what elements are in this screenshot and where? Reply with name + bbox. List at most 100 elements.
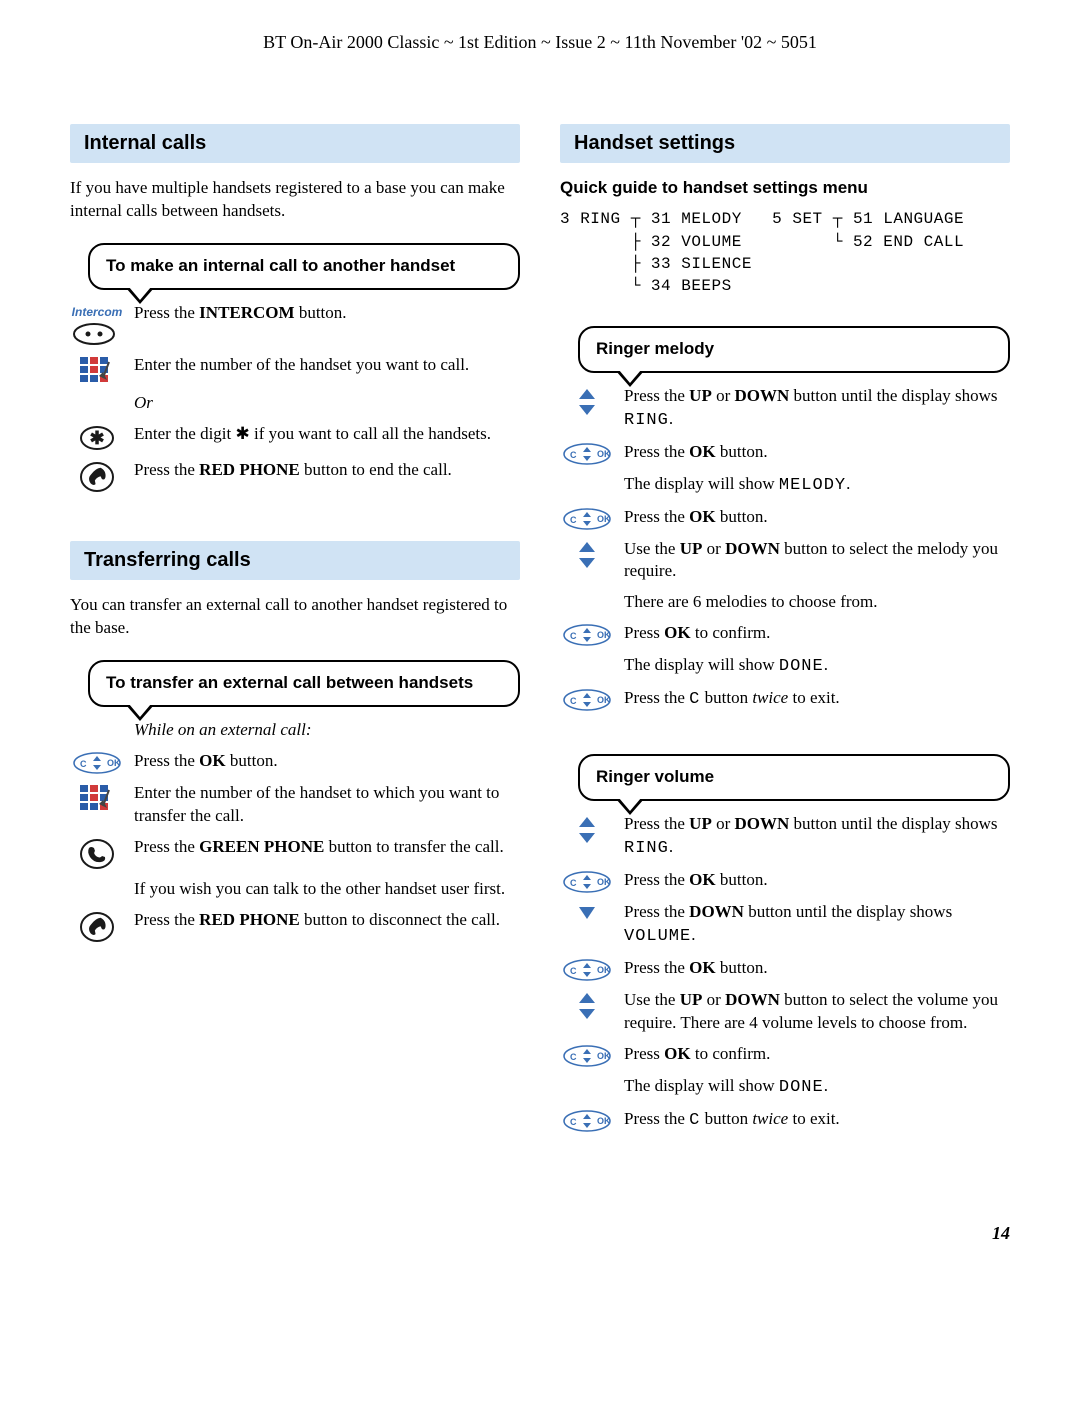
step-row: Use the UP or DOWN button to select the … [560,989,1010,1035]
keypad-icon [79,784,115,812]
step-text: Press OK to confirm. [624,622,1010,645]
up-down-icon [575,540,599,570]
step-row: Intercom Press the INTERCOM button. [70,302,520,346]
step-icon-cell [70,909,124,943]
step-icon-cell [560,473,614,475]
step-text: The display will show DONE. [624,1075,1010,1100]
step-icon-cell: C OK [560,506,614,530]
step-text: Use the UP or DOWN button to select the … [624,989,1010,1035]
svg-text:OK: OK [597,630,611,640]
step-icon-cell [70,354,124,384]
step-text: Press the OK button. [624,957,1010,980]
step-text: Enter the digit ✱ if you want to call al… [134,423,520,446]
step-text: The display will show MELODY. [624,473,1010,498]
ok-button-icon: C OK [563,959,611,981]
step-row: Press the RED PHONE button to end the ca… [70,459,520,493]
step-icon-cell [560,654,614,656]
ringer-melody-steps: Press the UP or DOWN button until the di… [560,385,1010,713]
step-text: Press the OK button. [624,441,1010,464]
step-row: ✱ Enter the digit ✱ if you want to call … [70,423,520,451]
ok-button-icon: C OK [563,1045,611,1067]
svg-text:OK: OK [597,877,611,887]
svg-text:OK: OK [597,695,611,705]
section-handset-settings: Handset settings [560,124,1010,163]
intercom-label: Intercom [72,304,123,320]
svg-text:C: C [570,450,577,460]
down-icon [575,903,599,921]
step-row: The display will show DONE. [560,1075,1010,1100]
step-icon-cell [70,836,124,870]
svg-text:C: C [570,878,577,888]
step-text: If you wish you can talk to the other ha… [134,878,520,901]
step-icon-cell [560,989,614,1021]
box-transfer-call: To transfer an external call between han… [88,660,520,707]
svg-text:C: C [80,759,87,769]
box-ringer-melody: Ringer melody [578,326,1010,373]
two-column-layout: Internal calls If you have multiple hand… [70,124,1010,1140]
step-text: Use the UP or DOWN button to select the … [624,538,1010,584]
step-row: The display will show DONE. [560,654,1010,679]
step-icon-cell [70,459,124,493]
ok-button-icon: C OK [563,624,611,646]
svg-text:OK: OK [597,965,611,975]
step-icon-cell: C OK [560,687,614,711]
section-transferring-calls: Transferring calls [70,541,520,580]
step-icon-cell: C OK [560,869,614,893]
step-row: C OK Press the OK button. [560,957,1010,981]
step-icon-cell [70,392,124,394]
box-title: To make an internal call to another hand… [106,255,502,278]
menu-tree: 3 RING ┬ 31 MELODY 5 SET ┬ 51 LANGUAGE ├… [560,208,1010,298]
right-column: Handset settings Quick guide to handset … [560,124,1010,1140]
step-text: The display will show DONE. [624,654,1010,679]
step-text: Enter the number of the handset you want… [134,354,520,377]
green-phone-icon [79,838,115,870]
step-text: Press the UP or DOWN button until the di… [624,813,1010,861]
step-row: C OK Press the OK button. [70,750,520,774]
step-row: Press the UP or DOWN button until the di… [560,813,1010,861]
svg-text:C: C [570,515,577,525]
internal-calls-intro: If you have multiple handsets registered… [70,177,520,223]
box-title: To transfer an external call between han… [106,672,502,695]
step-row: C OK Press OK to confirm. [560,1043,1010,1067]
step-icon-cell: ✱ [70,423,124,451]
step-text: Press the C button twice to exit. [624,687,1010,712]
step-icon-cell [560,1075,614,1077]
star-button-icon: ✱ [79,425,115,451]
step-row: C OK Press the OK button. [560,506,1010,530]
step-text: Or [134,392,520,415]
page-header: BT On-Air 2000 Classic ~ 1st Edition ~ I… [70,30,1010,54]
section-internal-calls: Internal calls [70,124,520,163]
step-icon-cell [560,591,614,593]
ok-button-icon: C OK [563,871,611,893]
step-text: Press the INTERCOM button. [134,302,520,325]
page-number: 14 [70,1221,1010,1245]
step-text: Press the GREEN PHONE button to transfer… [134,836,520,859]
ok-button-icon: C OK [563,1110,611,1132]
svg-text:OK: OK [597,514,611,524]
step-icon-cell [560,813,614,845]
svg-text:OK: OK [597,1051,611,1061]
step-text: Enter the number of the handset to which… [134,782,520,828]
step-row: Press the DOWN button until the display … [560,901,1010,949]
step-icon-cell [560,901,614,921]
step-icon-cell: C OK [560,441,614,465]
step-text: While on an external call: [134,719,520,742]
step-row: C OK Press the OK button. [560,869,1010,893]
step-icon-cell: C OK [560,957,614,981]
step-icon-cell [70,782,124,812]
quick-guide-title: Quick guide to handset settings menu [560,177,1010,200]
step-icon-cell: C OK [560,1043,614,1067]
ringer-volume-steps: Press the UP or DOWN button until the di… [560,813,1010,1133]
box-make-internal-call: To make an internal call to another hand… [88,243,520,290]
svg-text:C: C [570,696,577,706]
step-row: Enter the number of the handset you want… [70,354,520,384]
box-title: Ringer volume [596,766,992,789]
step-icon-cell [70,719,124,721]
step-row: Use the UP or DOWN button to select the … [560,538,1010,584]
step-row: Or [70,392,520,415]
step-text: There are 6 melodies to choose from. [624,591,1010,614]
svg-text:C: C [570,1117,577,1127]
step-row: Enter the number of the handset to which… [70,782,520,828]
svg-text:C: C [570,631,577,641]
step-icon-cell: C OK [560,622,614,646]
